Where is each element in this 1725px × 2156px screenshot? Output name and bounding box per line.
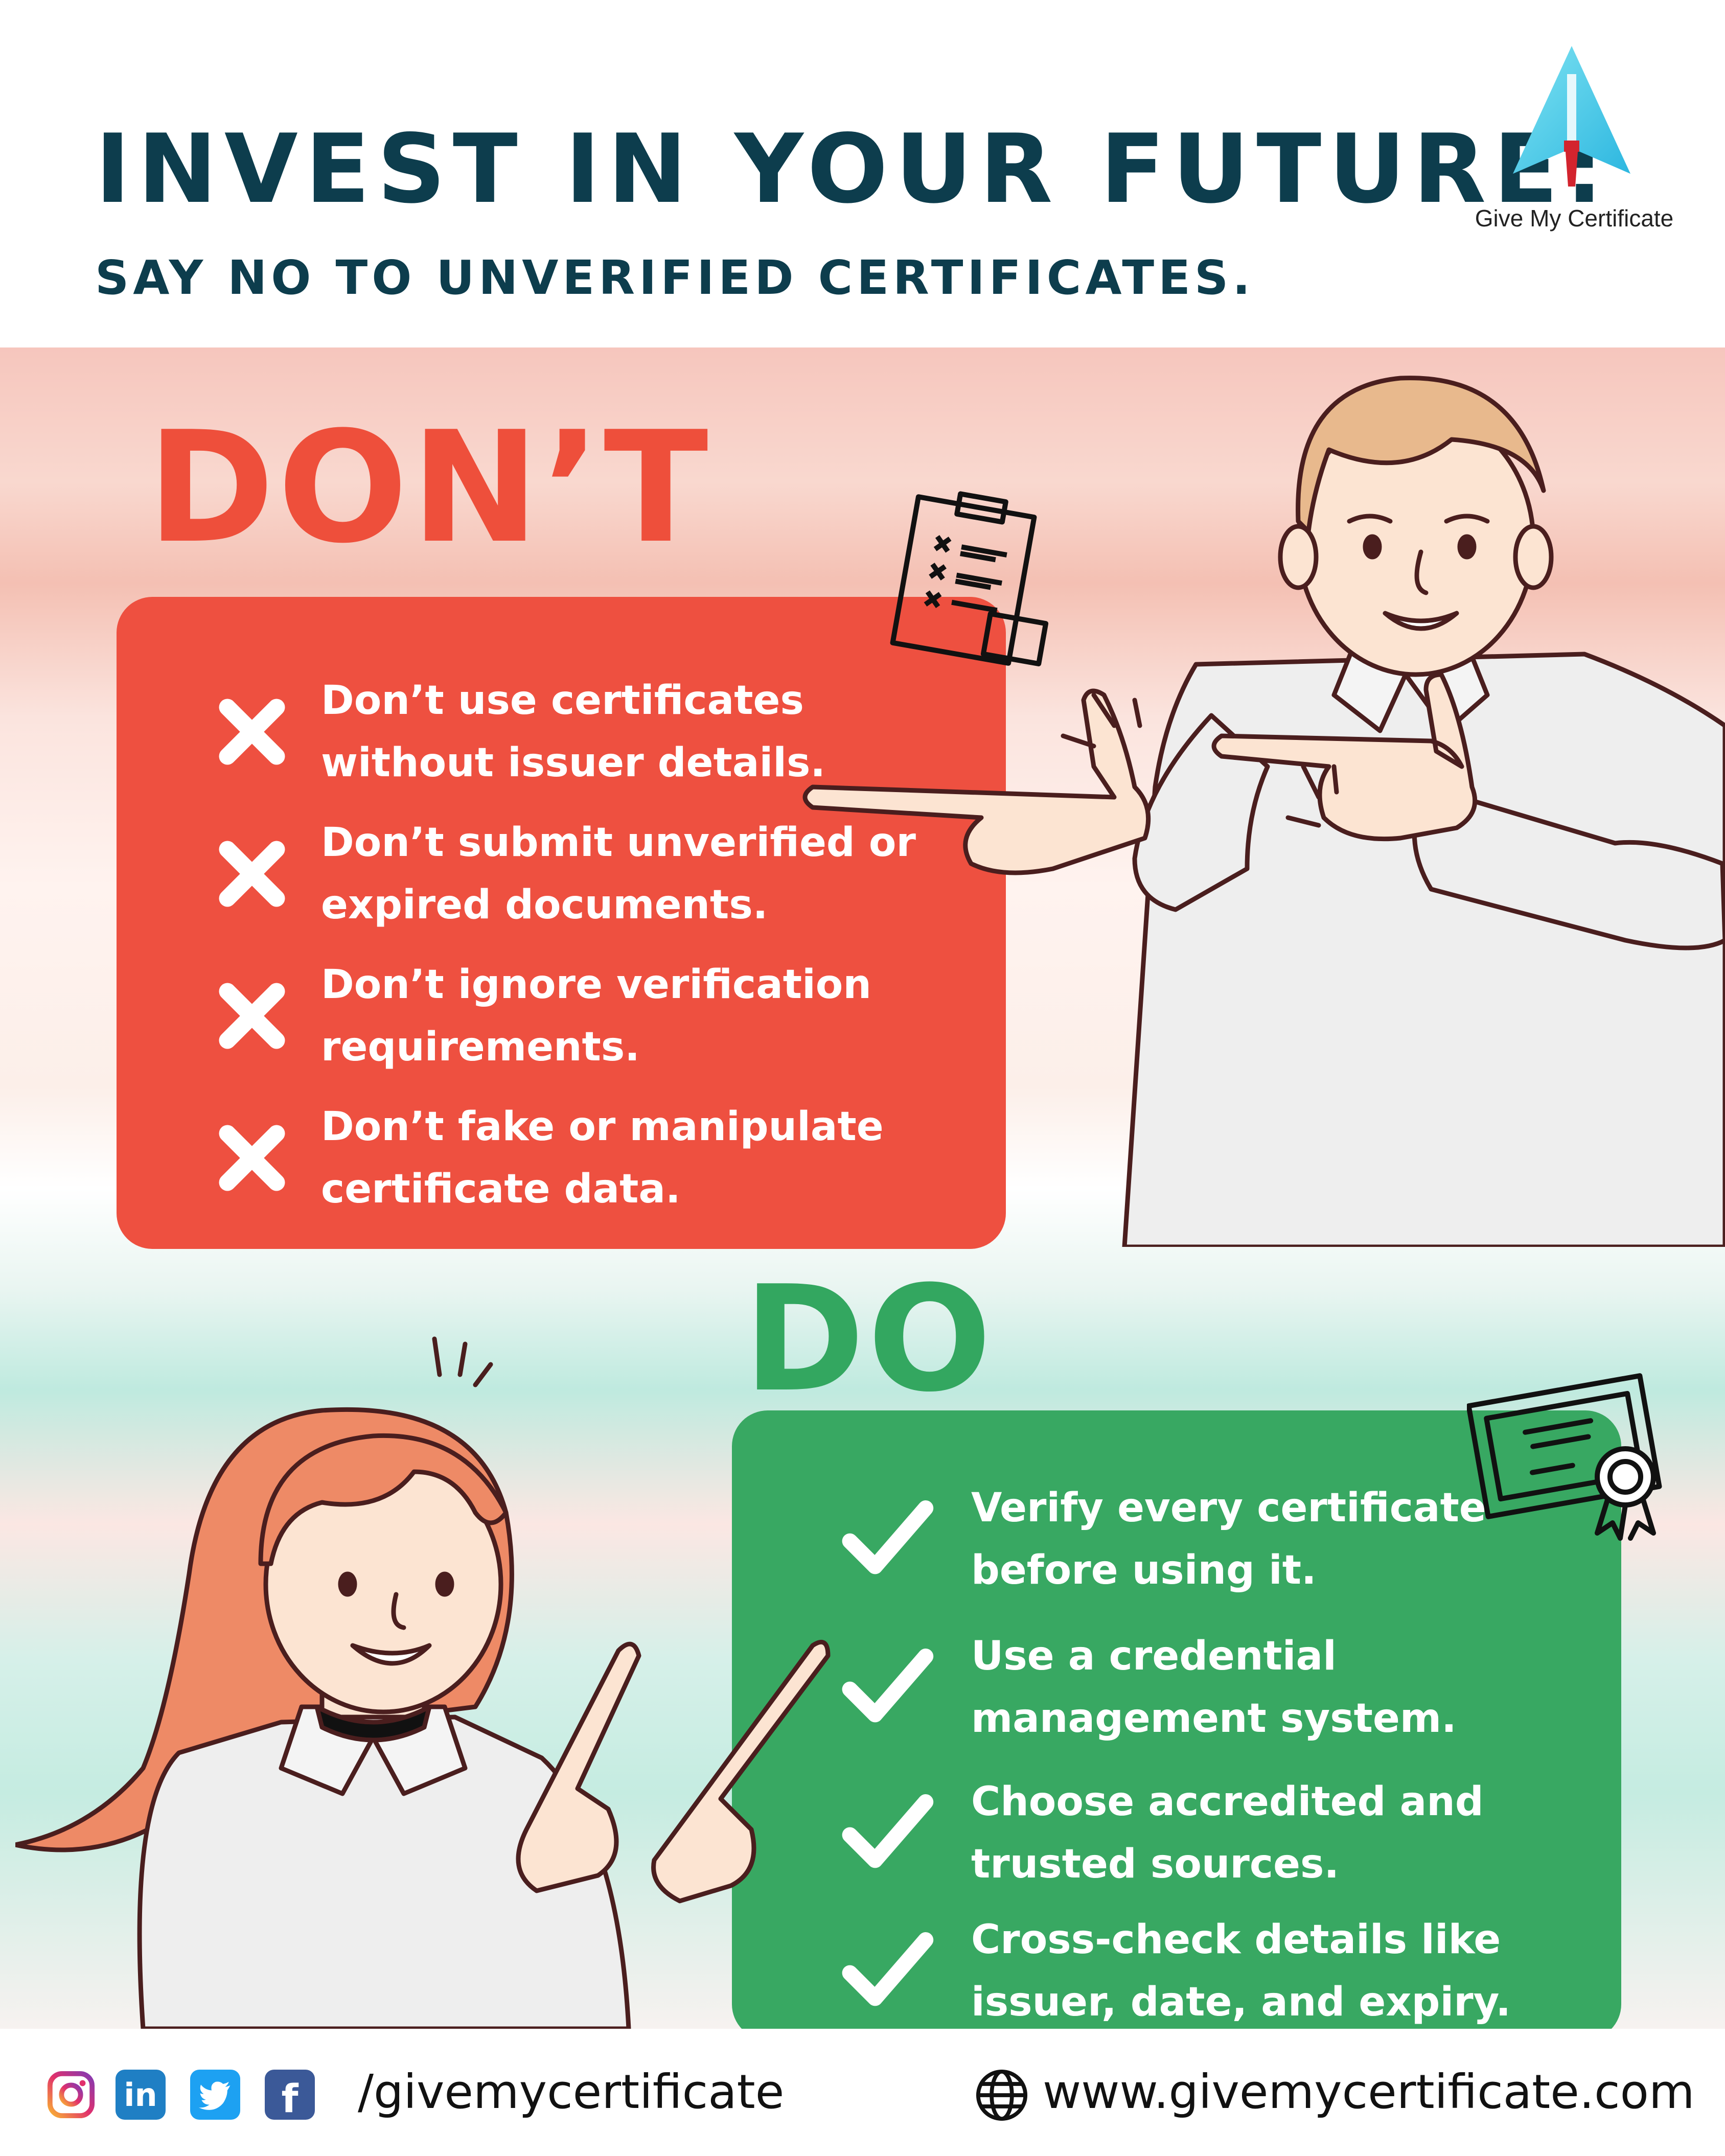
do-item: Verify every certificate before using it… [838, 1477, 1486, 1602]
do-item-text: Verify every certificate before using it… [971, 1485, 1486, 1593]
cross-icon [219, 1125, 285, 1191]
clipboard-icon [890, 491, 1049, 666]
checkmark-icon [842, 1649, 934, 1723]
dont-item-text: Don’t fake or manipulate certificate dat… [321, 1104, 884, 1212]
dont-item-text: Don’t ignore verification requirements. [321, 962, 871, 1070]
page-title: INVEST IN YOUR FUTURE: [95, 113, 1611, 224]
cross-icon [219, 841, 285, 907]
do-item: Choose accredited and trusted sources. [838, 1771, 1484, 1895]
instagram-icon[interactable] [46, 2070, 96, 2120]
dont-item: Don’t ignore verification requirements. [214, 954, 871, 1078]
social-handle[interactable]: /givemycertificate [358, 2065, 785, 2119]
checkmark-icon [842, 1794, 934, 1868]
do-item-text: Use a credential management system. [971, 1633, 1457, 1742]
facebook-glyph: f [281, 2075, 298, 2121]
do-card [732, 1410, 1621, 2040]
twitter-glyph [198, 2081, 231, 2110]
page-subtitle: SAY NO TO UNVERIFIED CERTIFICATES. [95, 250, 1255, 305]
facebook-icon[interactable]: f [265, 2070, 315, 2121]
do-item: Cross-check details like issuer, date, a… [838, 1909, 1511, 2033]
do-item-text: Choose accredited and trusted sources. [971, 1779, 1484, 1887]
do-item: Use a credential management system. [838, 1625, 1457, 1750]
dont-item-text: Don’t use certificates without issuer de… [321, 678, 825, 786]
dont-item: Don’t use certificates without issuer de… [214, 669, 825, 794]
linkedin-icon[interactable]: in [116, 2070, 166, 2120]
certificate-icon [1467, 1373, 1662, 1541]
dont-item-text: Don’t submit unverified or expired docum… [321, 820, 916, 928]
woman-illustration [15, 1336, 831, 2029]
dont-heading: DON’T [147, 399, 711, 577]
header: INVEST IN YOUR FUTURE: SAY NO TO UNVERIF… [0, 0, 1725, 347]
dont-item: Don’t fake or manipulate certificate dat… [214, 1096, 884, 1220]
do-item-text: Cross-check details like issuer, date, a… [971, 1917, 1511, 2025]
cross-icon [219, 983, 285, 1049]
linkedin-glyph: in [124, 2076, 157, 2114]
cross-icon [219, 699, 285, 765]
twitter-icon[interactable] [190, 2070, 240, 2120]
dont-item: Don’t submit unverified or expired docum… [214, 812, 916, 936]
instagram-glyph [47, 2071, 95, 2119]
brand-name: Give My Certificate [1475, 205, 1674, 231]
checkmark-icon [842, 1500, 934, 1574]
checkmark-icon [842, 1932, 934, 2006]
man-illustration [802, 376, 1725, 1247]
website-link[interactable]: www.givemycertificate.com [1043, 2065, 1695, 2119]
do-heading: DO [744, 1255, 995, 1424]
logo-icon [1513, 46, 1630, 187]
globe-icon [976, 2069, 1028, 2121]
